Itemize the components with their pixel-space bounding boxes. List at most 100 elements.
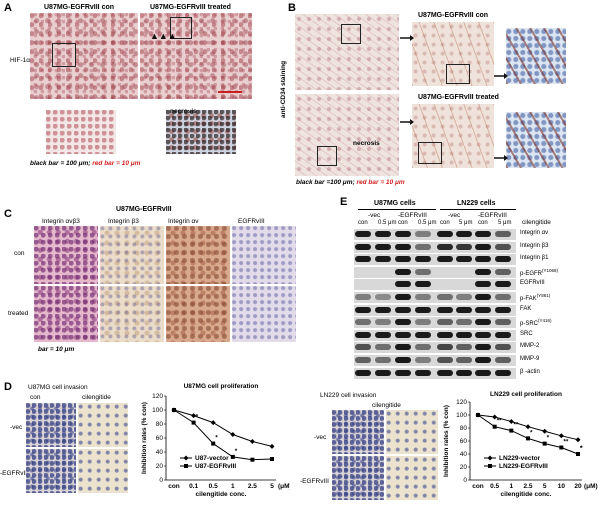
blot-label: SRC — [520, 330, 533, 337]
lane-label: con — [398, 220, 408, 226]
blot-label: β -actin — [520, 368, 540, 375]
u87-proliferation-chart: U87MG cell proliferation 0 20 40 60 80 100 120 c… — [141, 383, 290, 498]
legend-label: LN229-vector — [499, 455, 541, 462]
blot-band — [375, 306, 391, 313]
series-point — [172, 408, 176, 412]
series-point — [525, 424, 531, 430]
necrosis-label: necrosis — [353, 140, 380, 147]
significance-mark: * — [580, 445, 583, 452]
blot-label-sup: (Y861) — [536, 293, 551, 298]
blot-band — [495, 369, 511, 376]
x-tick-label: 0.5 — [490, 483, 499, 490]
blot-band — [475, 319, 491, 326]
y-tick-label: 100 — [456, 412, 467, 419]
blot-strip — [354, 367, 436, 379]
blot-band — [415, 294, 431, 300]
panel-a-treated-image: ▲▲▲ — [140, 13, 252, 99]
blot-band — [395, 256, 411, 263]
blot-strip — [354, 254, 436, 266]
blot-band — [415, 243, 431, 250]
blot-band — [415, 281, 431, 288]
blot-strip — [436, 229, 516, 240]
blot-band — [355, 294, 371, 300]
x-axis-label: cilengitide conc. — [501, 491, 552, 498]
panel-a-letter: A — [4, 2, 12, 14]
x-tick-label: 1 — [510, 483, 514, 490]
significance-mark: * — [547, 435, 550, 442]
legend-marker — [487, 455, 493, 461]
blot-band — [375, 256, 391, 263]
series-point — [575, 437, 581, 443]
blot-band — [355, 319, 371, 326]
blot-band — [415, 268, 431, 275]
series-point — [542, 441, 547, 446]
blot-strip — [436, 292, 516, 303]
blot-band — [355, 243, 371, 250]
series-point — [191, 413, 197, 419]
significance-mark: * — [235, 448, 238, 455]
panel-a-scale-note: black bar = 100 μm; red bar = 10 μm — [30, 160, 140, 167]
panel-b-row-label: anti-CD34 staining — [280, 60, 287, 118]
legend-label: U87-EGFRvIII — [195, 463, 236, 470]
c-treated-b3 — [100, 286, 164, 342]
legend-marker — [183, 455, 189, 461]
c-con-avb3 — [34, 226, 98, 284]
panel-c-row-con: con — [14, 250, 25, 257]
x-tick-label: 10 — [558, 483, 566, 490]
panel-e-ln229-title: LN229 cells — [457, 200, 496, 207]
blot-band — [437, 331, 453, 338]
blot-band — [375, 243, 391, 250]
blot-label: MMP-9 — [520, 356, 540, 362]
blot-label: p-EGFR(Y1068) — [520, 267, 559, 277]
blot-strip — [436, 355, 516, 366]
series-point — [508, 419, 514, 424]
y-axis-label: Inhibition rates (% con) — [443, 405, 450, 477]
lane-label: 5 μm — [459, 220, 473, 226]
blot-strip — [354, 317, 436, 329]
blot-label: p-FAK(Y861) — [520, 293, 551, 302]
u87-inv-egfr-con — [26, 449, 76, 493]
scale-black: black bar = 100 μm; — [30, 160, 91, 167]
x-unit: (μM) — [278, 483, 290, 490]
blot-strip — [436, 304, 516, 316]
panel-a-row-label: HIF-1α — [10, 57, 31, 64]
x-tick-label: 2.5 — [248, 483, 257, 490]
blot-band — [375, 294, 391, 300]
ln229-inv-egfr-cil — [386, 456, 438, 500]
blot-strip — [354, 241, 436, 253]
x-unit: (μM) — [584, 483, 598, 490]
panel-b-treated-title: U87MG-EGFRvIII treated — [418, 94, 499, 101]
ln229-inv-vec: -vec — [314, 434, 327, 441]
c-con-egfrviii — [232, 226, 296, 284]
blot-band — [495, 319, 511, 326]
ln229-vec: -vec — [448, 212, 461, 219]
u87-inv-con: con — [30, 394, 41, 401]
y-tick-label: 20 — [460, 464, 468, 471]
blot-band — [375, 357, 391, 363]
panel-b-treated-image: necrosis — [295, 94, 399, 176]
c-con-av — [166, 226, 230, 284]
blot-band — [475, 331, 491, 338]
ln229-inv-egfr: -EGFRvIII — [300, 478, 329, 485]
blot-strip — [354, 355, 436, 366]
significance-mark: * — [215, 435, 218, 442]
panel-e-letter: E — [340, 196, 348, 208]
y-tick-label: 80 — [460, 425, 468, 432]
blot-band — [415, 344, 431, 351]
blot-strip — [354, 266, 436, 278]
arrowhead-icon: ▲▲▲ — [150, 31, 177, 41]
zoom-box — [52, 43, 76, 67]
blot-band — [495, 268, 511, 275]
blot-band — [437, 294, 453, 300]
panel-a-treated-title: U87MG-EGFRvIII treated — [150, 4, 231, 11]
blot-band — [415, 369, 431, 376]
blot-band — [395, 319, 411, 326]
panel-b-arrows — [400, 35, 508, 161]
blot-band — [375, 369, 391, 376]
series-point — [542, 428, 548, 434]
blot-band — [395, 344, 411, 351]
series-point — [191, 420, 196, 425]
x-tick-label: 2.5 — [523, 483, 532, 490]
panel-b-treated-zoom — [506, 112, 566, 168]
lane-label: con — [478, 220, 488, 226]
